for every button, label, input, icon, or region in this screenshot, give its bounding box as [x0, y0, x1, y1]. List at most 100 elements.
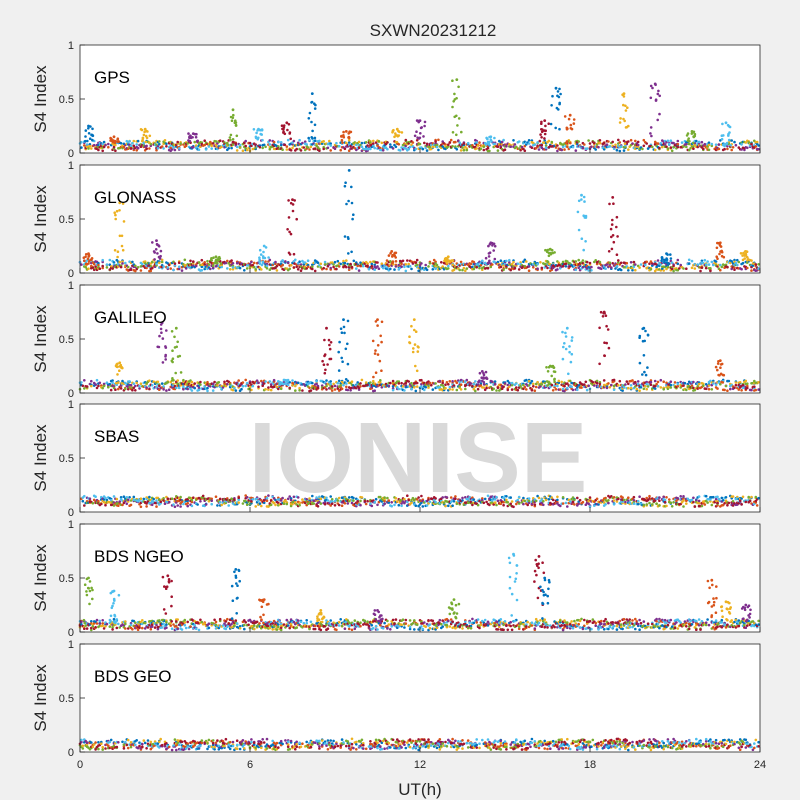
- data-point: [532, 385, 535, 388]
- data-point: [451, 79, 454, 82]
- data-point: [545, 366, 548, 369]
- data-point: [636, 140, 640, 144]
- data-point: [493, 382, 497, 386]
- data-point: [726, 144, 729, 148]
- data-point: [214, 258, 218, 262]
- data-point: [214, 495, 218, 499]
- data-point: [183, 258, 187, 262]
- data-point: [325, 388, 328, 391]
- data-point: [373, 146, 377, 150]
- data-point: [231, 262, 235, 265]
- data-point: [716, 368, 719, 372]
- data-point: [687, 148, 691, 152]
- data-point: [240, 387, 243, 391]
- data-point: [513, 267, 517, 270]
- data-point: [624, 383, 627, 386]
- data-point: [118, 369, 121, 373]
- data-point: [636, 143, 640, 147]
- data-point: [623, 142, 627, 145]
- data-point: [162, 385, 165, 388]
- data-point: [492, 387, 496, 391]
- data-point: [177, 261, 181, 265]
- data-point: [316, 386, 320, 390]
- data-point: [219, 262, 223, 265]
- data-point: [115, 209, 119, 213]
- data-point: [337, 350, 341, 354]
- data-point: [345, 265, 348, 269]
- data-point: [515, 145, 518, 149]
- data-point: [81, 384, 85, 388]
- data-point: [475, 141, 479, 144]
- data-point: [381, 149, 385, 152]
- data-point: [252, 265, 256, 269]
- data-point: [733, 140, 736, 144]
- data-point: [359, 385, 362, 388]
- data-point: [487, 252, 491, 255]
- data-point: [485, 386, 488, 390]
- data-point: [416, 136, 419, 139]
- data-point: [489, 241, 493, 245]
- data-point: [188, 139, 192, 143]
- data-point: [159, 327, 163, 331]
- data-point: [673, 381, 677, 384]
- data-point: [295, 217, 299, 221]
- data-point: [488, 259, 491, 263]
- data-point: [116, 255, 119, 259]
- data-point: [505, 145, 508, 148]
- data-point: [695, 139, 698, 143]
- data-point: [629, 261, 633, 264]
- data-point: [547, 122, 550, 125]
- data-point: [347, 237, 350, 240]
- data-point: [676, 145, 680, 149]
- data-point: [269, 388, 273, 392]
- data-point: [437, 138, 440, 142]
- data-point: [376, 344, 380, 347]
- data-point: [292, 139, 296, 143]
- data-point: [210, 258, 213, 262]
- data-point: [226, 141, 229, 145]
- data-point: [598, 260, 602, 264]
- data-point: [739, 252, 743, 255]
- data-point: [737, 260, 741, 264]
- data-point: [616, 235, 619, 238]
- data-point: [235, 134, 239, 138]
- data-point: [91, 127, 94, 131]
- data-point: [155, 499, 158, 502]
- data-point: [282, 131, 285, 134]
- data-point: [625, 261, 629, 265]
- data-point: [486, 146, 490, 150]
- data-point: [604, 267, 607, 271]
- data-point: [217, 381, 221, 384]
- data-point: [485, 384, 488, 388]
- data-point: [231, 108, 235, 112]
- data-point: [109, 388, 113, 392]
- data-point: [115, 497, 119, 501]
- data-point: [347, 149, 351, 152]
- data-point: [352, 259, 356, 263]
- data-point: [117, 504, 120, 508]
- data-point: [393, 268, 396, 271]
- data-point: [546, 370, 550, 373]
- data-point: [672, 264, 675, 268]
- data-point: [232, 113, 235, 117]
- data-point: [484, 370, 488, 374]
- data-point: [557, 379, 561, 383]
- data-point: [583, 143, 586, 146]
- data-point: [476, 387, 480, 391]
- data-point: [446, 255, 450, 259]
- data-point: [443, 257, 447, 261]
- data-point: [101, 386, 104, 390]
- data-point: [536, 380, 539, 384]
- data-point: [568, 345, 571, 348]
- data-point: [230, 259, 233, 262]
- data-point: [136, 139, 140, 143]
- data-point: [211, 142, 215, 145]
- data-point: [556, 384, 559, 388]
- data-point: [286, 138, 290, 142]
- data-point: [568, 350, 571, 354]
- data-point: [696, 145, 699, 149]
- data-point: [699, 269, 702, 273]
- data-point: [330, 385, 334, 388]
- data-point: [371, 339, 375, 343]
